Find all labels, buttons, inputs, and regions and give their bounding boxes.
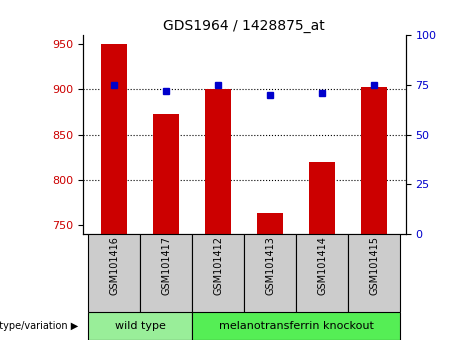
Title: GDS1964 / 1428875_at: GDS1964 / 1428875_at <box>164 19 325 33</box>
Bar <box>205 88 231 234</box>
Bar <box>361 87 387 234</box>
Bar <box>153 114 179 234</box>
FancyBboxPatch shape <box>244 234 296 312</box>
FancyBboxPatch shape <box>140 234 192 312</box>
FancyBboxPatch shape <box>88 312 192 340</box>
FancyBboxPatch shape <box>192 312 401 340</box>
Text: GSM101413: GSM101413 <box>266 236 275 295</box>
FancyBboxPatch shape <box>88 234 140 312</box>
Text: melanotransferrin knockout: melanotransferrin knockout <box>219 321 374 331</box>
Bar <box>101 44 127 234</box>
FancyBboxPatch shape <box>349 234 401 312</box>
FancyBboxPatch shape <box>296 234 349 312</box>
Bar <box>309 161 336 234</box>
Text: GSM101415: GSM101415 <box>369 236 379 295</box>
Bar <box>257 213 284 234</box>
Text: wild type: wild type <box>115 321 165 331</box>
Text: genotype/variation ▶: genotype/variation ▶ <box>0 321 78 331</box>
Text: GSM101416: GSM101416 <box>109 236 119 295</box>
FancyBboxPatch shape <box>192 234 244 312</box>
Text: GSM101417: GSM101417 <box>161 236 171 295</box>
Text: GSM101412: GSM101412 <box>213 236 223 295</box>
Text: GSM101414: GSM101414 <box>318 236 327 295</box>
